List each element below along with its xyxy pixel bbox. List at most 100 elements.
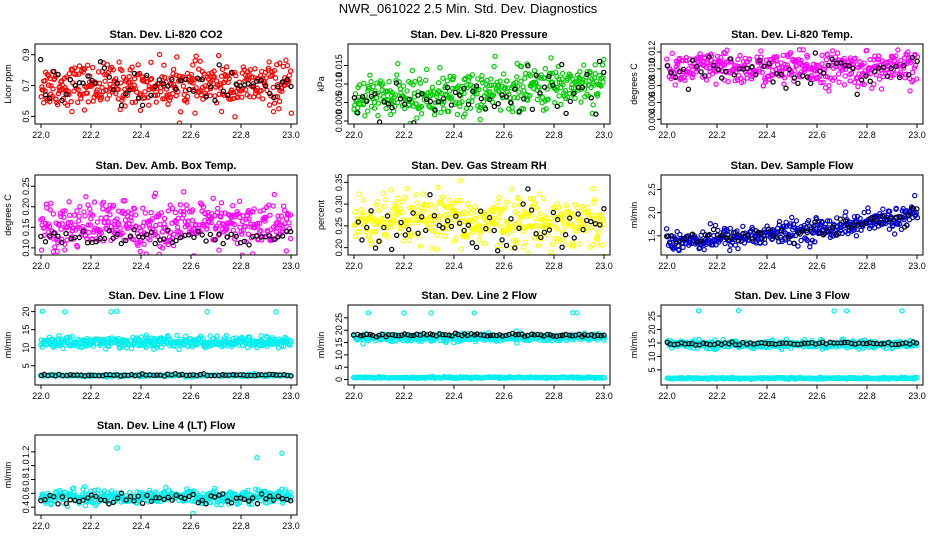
data-point [596,58,603,65]
data-point [516,225,522,231]
data-point [276,98,283,105]
data-point [570,310,576,316]
data-point [141,219,147,226]
data-point [91,199,98,205]
data-point [674,228,680,235]
data-point [129,99,135,106]
data-point [829,56,835,63]
data-point [60,208,66,214]
data-point [39,84,45,90]
data-point [897,221,903,227]
data-point [560,210,566,216]
data-point [58,236,65,242]
data-point [98,92,104,98]
data-point [161,236,167,242]
data-point [375,100,382,106]
data-point [359,94,366,100]
data-point [213,223,220,229]
data-point [912,192,918,199]
x-tick-label: 23.0 [595,391,613,401]
data-point [454,111,460,118]
data-point [537,210,544,217]
data-point [761,63,767,70]
data-point [173,72,179,78]
data-point [598,83,604,89]
data-point [401,331,408,337]
data-point [562,224,568,230]
data-point [405,217,411,223]
data-point [220,88,227,95]
data-point [147,76,154,83]
data-point [354,229,360,235]
data-point [880,213,886,219]
data-point [152,240,158,247]
data-point [914,206,920,212]
data-point [94,219,101,225]
data-point [287,68,294,74]
data-point [386,78,392,85]
data-point [793,57,799,63]
data-point [224,92,231,99]
data-point [177,109,184,115]
data-point [98,215,104,221]
data-point [470,226,476,232]
data-point [824,74,831,80]
data-point [362,113,368,119]
data-point [142,89,148,95]
data-point [770,79,776,85]
data-point [508,186,515,192]
data-point [893,205,899,211]
data-point [247,67,253,73]
data-point [835,50,841,56]
data-point [514,240,520,246]
y-tick-label: 20 [334,325,344,335]
data-point [482,106,489,112]
data-point [509,245,515,251]
data-point [820,232,827,238]
data-point [880,206,886,212]
data-point [118,240,125,247]
data-point [737,52,743,59]
data-point [861,60,867,67]
y-tick-label: 5 [334,365,344,370]
y-tick-label: 0.008 [647,74,657,97]
x-tick-label: 22.2 [82,391,100,401]
data-point [491,103,497,110]
data-point [590,102,596,108]
data-point [72,82,78,89]
data-point [690,57,696,63]
data-point [887,60,894,67]
data-point [219,66,226,73]
data-point [39,215,46,222]
data-point [385,101,392,107]
data-point [912,62,919,69]
data-point [829,48,836,54]
data-point [525,92,531,98]
data-point [287,212,294,218]
data-point [825,62,831,69]
data-point [404,88,410,94]
data-points [351,53,607,124]
data-point [791,240,797,247]
data-point [788,72,795,78]
x-tick-label: 22.8 [232,391,250,401]
data-point [781,81,787,87]
data-point [456,220,463,226]
data-point [356,82,363,88]
data-point [365,310,372,316]
data-point [135,62,141,68]
data-point [429,84,436,91]
y-tick-label: 0.010 [334,73,344,96]
data-point [601,253,607,255]
data-point [876,76,883,82]
data-point [219,372,226,378]
data-point [80,228,86,235]
data-point [368,78,374,85]
data-point [65,219,72,226]
data-point [559,76,566,82]
data-point [798,237,804,244]
data-point [165,208,171,214]
x-tick-label: 22.4 [445,130,463,140]
data-point [411,120,417,124]
data-point [119,230,126,237]
